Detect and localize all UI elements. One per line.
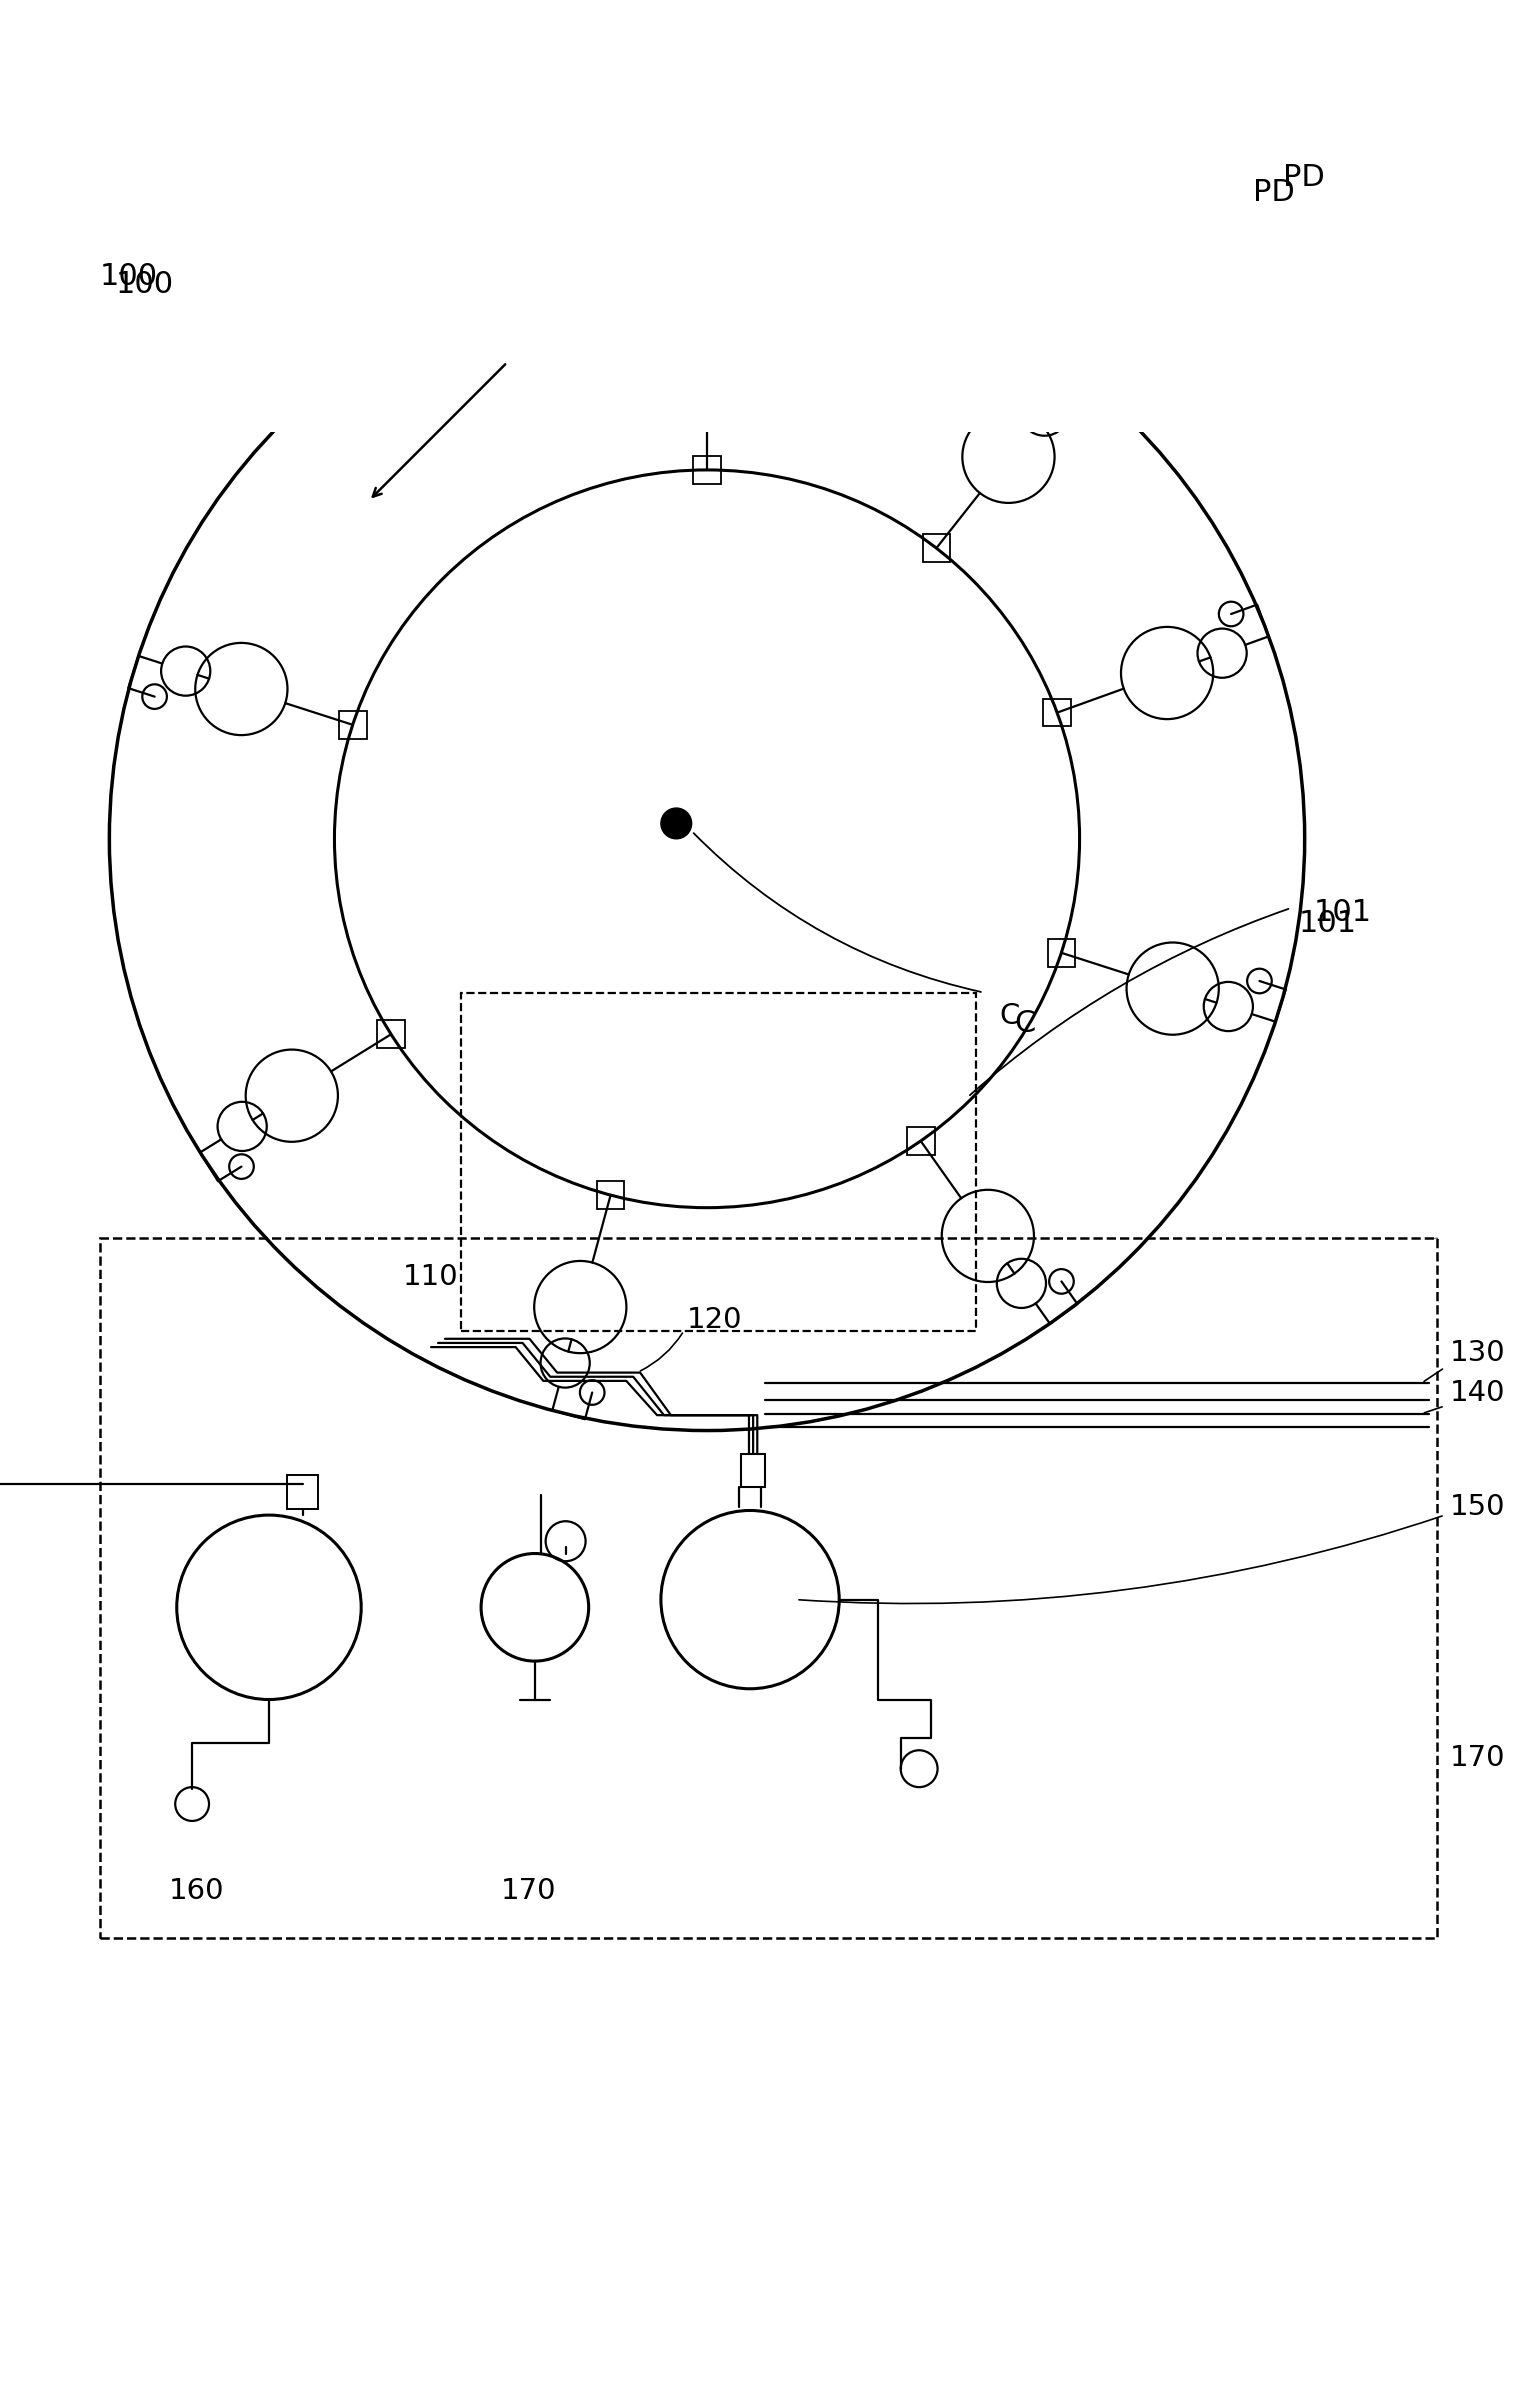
- Text: C: C: [1014, 1008, 1036, 1037]
- Circle shape: [661, 809, 692, 840]
- Bar: [693, 456, 721, 485]
- Bar: [922, 535, 950, 562]
- Text: 101: 101: [1314, 898, 1373, 926]
- Text: 140: 140: [1449, 1380, 1505, 1406]
- Bar: [741, 1454, 765, 1488]
- Bar: [461, 994, 976, 1330]
- Text: 130: 130: [1449, 1339, 1505, 1368]
- Text: 110: 110: [403, 1262, 458, 1291]
- Text: PD: PD: [1253, 178, 1294, 206]
- Text: 100: 100: [115, 271, 174, 300]
- Bar: [907, 1128, 934, 1154]
- Text: C: C: [999, 1001, 1019, 1030]
- Text: 101: 101: [1299, 910, 1357, 938]
- Bar: [287, 1476, 318, 1510]
- Bar: [596, 1181, 624, 1210]
- Text: PD: PD: [1283, 163, 1325, 192]
- Bar: [1048, 938, 1076, 967]
- Text: 170: 170: [1449, 1745, 1505, 1771]
- Bar: [338, 710, 366, 739]
- Bar: [377, 1020, 404, 1049]
- Bar: [1044, 698, 1071, 727]
- Text: 160: 160: [169, 1877, 224, 1906]
- Bar: [100, 1238, 1437, 1937]
- Text: 120: 120: [687, 1306, 742, 1334]
- Text: 150: 150: [1449, 1493, 1505, 1522]
- Text: 170: 170: [501, 1877, 556, 1906]
- Text: 100: 100: [100, 262, 158, 290]
